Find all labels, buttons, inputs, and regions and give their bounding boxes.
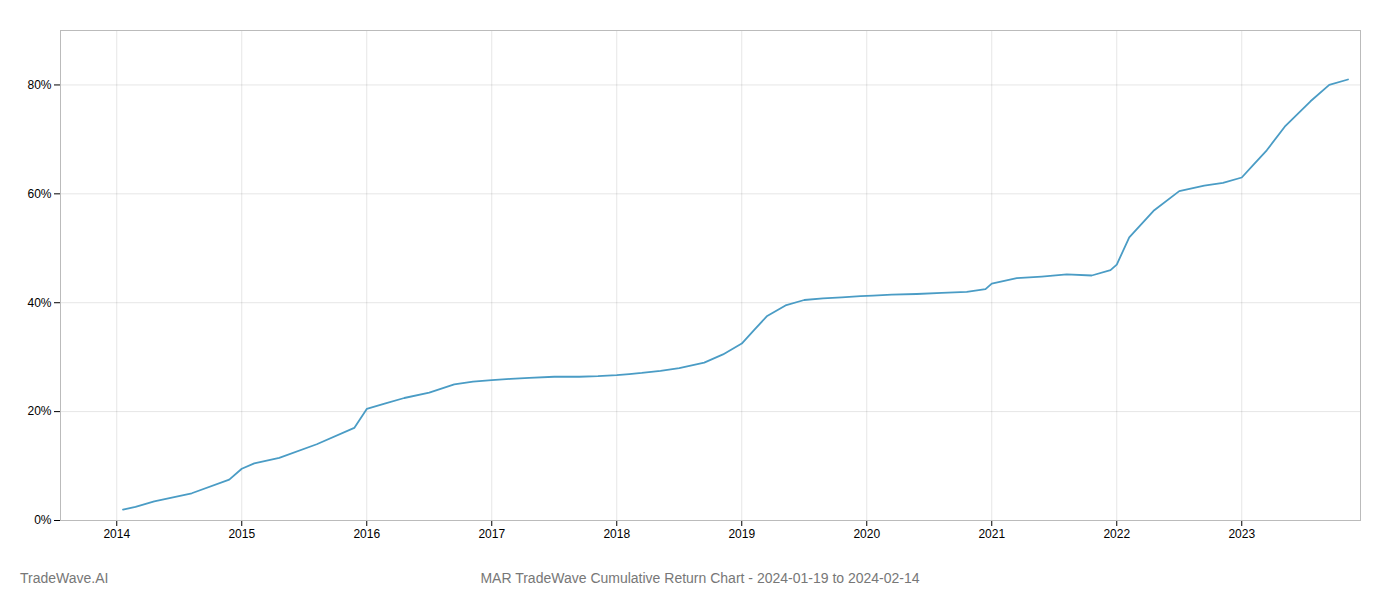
svg-text:2019: 2019 <box>728 527 755 541</box>
svg-text:2020: 2020 <box>853 527 880 541</box>
svg-text:2022: 2022 <box>1103 527 1130 541</box>
svg-text:20%: 20% <box>27 404 51 418</box>
svg-text:2016: 2016 <box>353 527 380 541</box>
html-text:MAR TradeWave Cumulative Retur: MAR TradeWave Cumulative Return Chart - … <box>480 570 920 586</box>
svg-text:2014: 2014 <box>103 527 130 541</box>
svg-text:2015: 2015 <box>228 527 255 541</box>
svg-text:80%: 80% <box>27 78 51 92</box>
svg-text:2023: 2023 <box>1228 527 1255 541</box>
svg-text:40%: 40% <box>27 296 51 310</box>
svg-text:2021: 2021 <box>978 527 1005 541</box>
svg-text:2018: 2018 <box>603 527 630 541</box>
svg-text:2017: 2017 <box>478 527 505 541</box>
html-text:TradeWave.AI: TradeWave.AI <box>20 570 109 586</box>
svg-text:60%: 60% <box>27 187 51 201</box>
svg-text:0%: 0% <box>34 513 52 527</box>
